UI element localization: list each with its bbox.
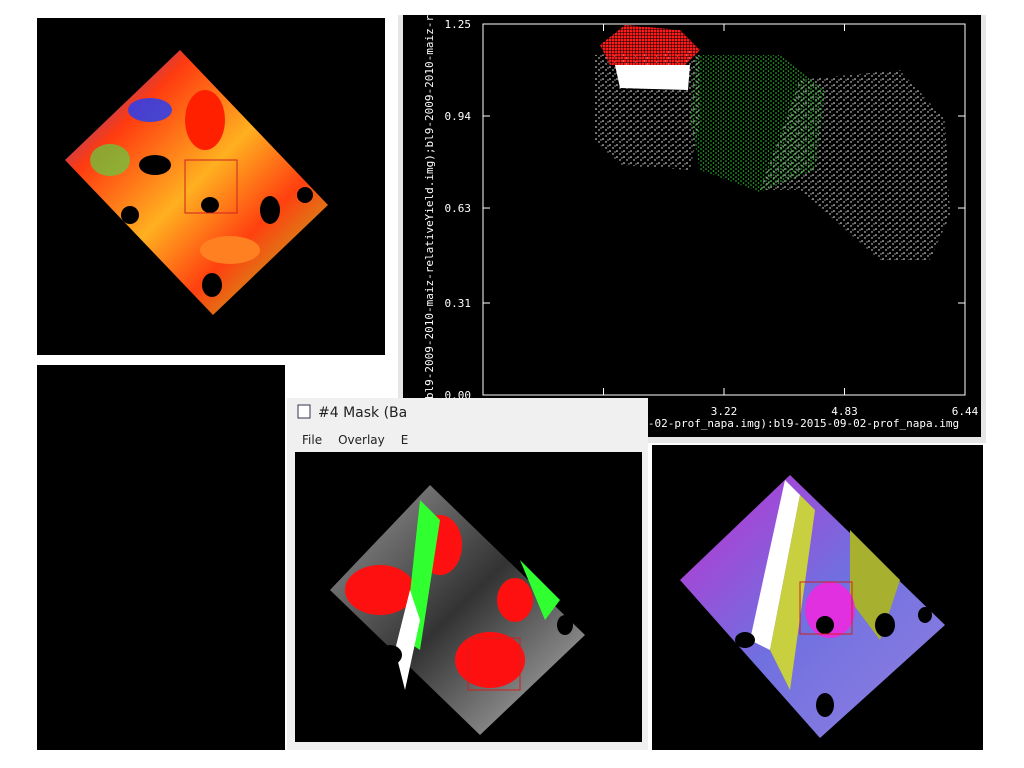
point-cloud — [615, 65, 690, 90]
menu-item[interactable]: E — [401, 433, 409, 447]
menu-item[interactable]: Overlay — [338, 433, 385, 447]
y-axis-label: nd 1:bl9-2009-2010-maiz-relativeYield.im… — [423, 15, 436, 433]
image-features — [345, 500, 573, 690]
y-tick-label: 0.94 — [445, 110, 472, 123]
window-title: #4 Mask (Ba — [318, 405, 407, 421]
point-cloud — [600, 25, 700, 65]
zoom-box — [467, 637, 521, 691]
image-diamond — [65, 50, 328, 315]
zoom-box — [184, 159, 238, 214]
x-tick-label: 3.22 — [711, 405, 738, 418]
y-tick-label: 0.31 — [445, 297, 472, 310]
image-features — [90, 90, 313, 297]
menu-item[interactable]: File — [302, 433, 322, 447]
zoom-box — [799, 581, 853, 635]
point-cloud — [690, 55, 825, 192]
empty-panel — [37, 365, 285, 750]
x-tick-label: 4.83 — [831, 405, 858, 418]
image-features — [735, 480, 932, 717]
y-tick-label: 0.63 — [445, 202, 472, 215]
menu-bar: File Overlay E — [302, 433, 408, 447]
y-tick-label: 1.25 — [445, 18, 472, 31]
window-icon — [297, 404, 311, 419]
x-tick-label: 6.44 — [952, 405, 979, 418]
